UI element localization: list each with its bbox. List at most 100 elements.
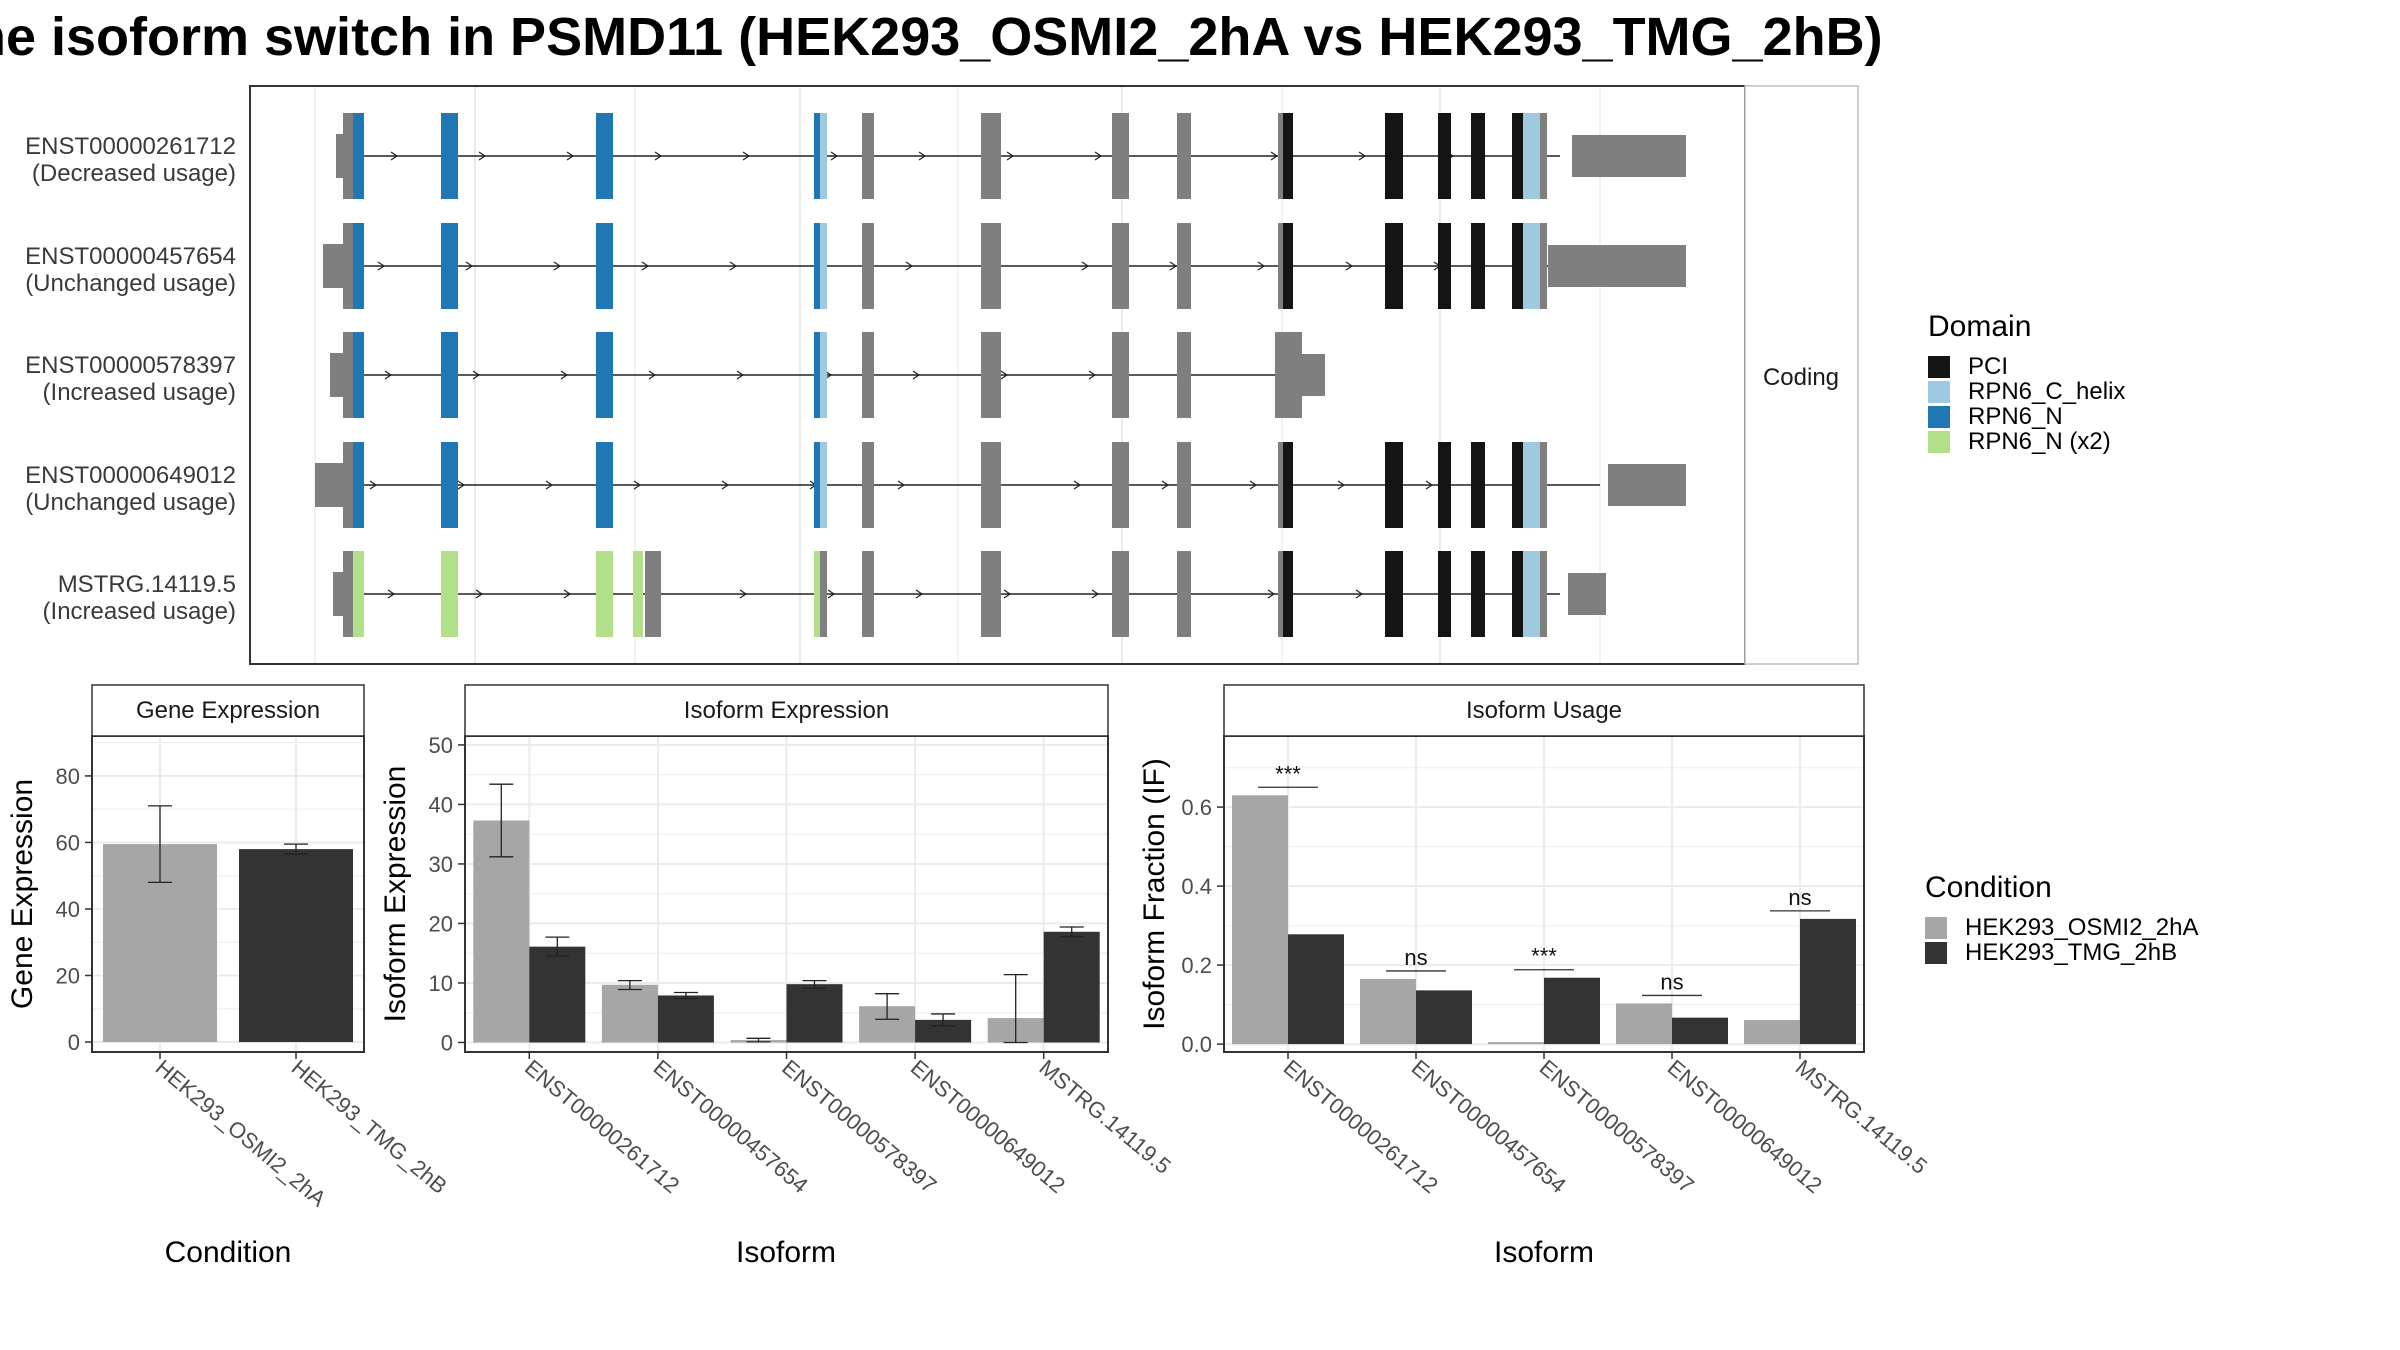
- bar: [601, 984, 658, 1043]
- exon-block: [1112, 332, 1129, 418]
- x-tick-label: MSTRG.14119.5: [1034, 1055, 1175, 1179]
- strand-arrow: [1425, 480, 1434, 490]
- strand-arrow: [390, 151, 399, 161]
- bar: [1800, 918, 1856, 1045]
- exon-block: [820, 551, 827, 637]
- exon-block: [1471, 551, 1485, 637]
- strand-arrow: [905, 261, 914, 271]
- exon-block: [1540, 223, 1547, 309]
- strand-arrow: [633, 480, 642, 490]
- strand-arrow: [457, 480, 466, 490]
- y-tick-label: 0.4: [1181, 874, 1212, 899]
- exon-block: [981, 551, 1001, 637]
- exon-block: [981, 223, 1001, 309]
- bar: [657, 995, 714, 1043]
- exon-block: [1177, 442, 1191, 528]
- y-tick-label: 40: [56, 897, 80, 922]
- significance-label: ns: [1660, 969, 1683, 994]
- legend-label: RPN6_N (x2): [1968, 428, 2111, 455]
- exon-block: [1112, 113, 1129, 199]
- strand-arrow: [475, 589, 484, 599]
- legend-key: [1928, 356, 1950, 378]
- transcript-id: ENST00000578397: [25, 352, 236, 379]
- exon-block: [1540, 113, 1547, 199]
- y-tick-label: 0.6: [1181, 795, 1212, 820]
- exon-block: [1523, 113, 1541, 199]
- transcript-usage: (Increased usage): [43, 379, 236, 406]
- exon-block: [1385, 442, 1403, 528]
- strand-arrow: [377, 261, 386, 271]
- strand-arrow: [1081, 261, 1090, 271]
- facet-label: Coding: [1763, 364, 1839, 391]
- exon-block: [1523, 551, 1541, 637]
- exon-block: [1540, 551, 1547, 637]
- exon-block: [820, 223, 827, 309]
- transcript-usage: (Unchanged usage): [25, 489, 236, 516]
- exon-block: [862, 332, 874, 418]
- y-tick-label: 80: [56, 764, 80, 789]
- exon-block: [441, 113, 458, 199]
- significance-label: ***: [1275, 761, 1301, 786]
- legend-key: [1925, 917, 1947, 939]
- x-axis-label: Isoform: [736, 1236, 836, 1269]
- strand-arrow: [1169, 261, 1178, 271]
- strand-arrow: [563, 589, 572, 599]
- strand-arrow: [721, 480, 730, 490]
- exon-block: [1438, 442, 1451, 528]
- strand-arrow: [641, 261, 650, 271]
- strand-arrow: [465, 261, 474, 271]
- exon-block: [1112, 223, 1129, 309]
- strand-arrow: [1073, 480, 1082, 490]
- utr5-block: [333, 572, 343, 616]
- significance-label: ns: [1788, 885, 1811, 910]
- exon-block: [1540, 442, 1547, 528]
- bar: [529, 946, 586, 1043]
- utr3-block: [1275, 332, 1302, 418]
- exon-block: [1112, 551, 1129, 637]
- x-axis-label: Condition: [165, 1236, 292, 1269]
- exon-block: [596, 332, 613, 418]
- transcript-label: ENST00000261712 (Decreased usage): [25, 133, 236, 187]
- chart-panel: 01020304050ENST00000261712ENST0000045765…: [379, 684, 1176, 1269]
- exon-block: [1512, 223, 1524, 309]
- y-tick-label: 0: [441, 1030, 453, 1055]
- transcript-track: [333, 551, 1606, 637]
- x-axis-label: Isoform: [1494, 1236, 1594, 1269]
- panel-title: Isoform Expression: [684, 697, 889, 724]
- utr5-block: [315, 463, 343, 507]
- utr3-block: [1300, 354, 1325, 396]
- y-tick-label: 0.0: [1181, 1032, 1212, 1057]
- condition-legend-title: Condition: [1925, 871, 2052, 904]
- strand-arrow: [553, 261, 562, 271]
- chart-panel: 0.00.20.40.6***ns ***nsnsENST00000261712E…: [1138, 684, 1932, 1269]
- exon-block: [353, 551, 364, 637]
- domain-legend-title: Domain: [1928, 310, 2031, 343]
- legend-key: [1928, 406, 1950, 428]
- exon-block: [353, 223, 364, 309]
- bar: [1360, 978, 1416, 1045]
- strand-arrow: [912, 370, 921, 380]
- exon-block: [596, 442, 613, 528]
- transcript-id: MSTRG.14119.5: [58, 571, 236, 598]
- exon-block: [1278, 442, 1285, 528]
- transcript-track: [336, 113, 1686, 199]
- strand-arrow: [478, 151, 487, 161]
- exon-block: [862, 223, 874, 309]
- transcript-usage: (Decreased usage): [32, 160, 236, 187]
- panel-strip: [91, 684, 365, 737]
- exon-block: [1512, 551, 1524, 637]
- exon-block: [645, 551, 661, 637]
- bar: [1488, 1042, 1544, 1045]
- strand-arrow: [1249, 480, 1258, 490]
- exon-block: [1512, 442, 1524, 528]
- bar: [1288, 934, 1344, 1045]
- strand-arrow: [1161, 480, 1170, 490]
- exon-block: [1177, 113, 1191, 199]
- transcript-track: [315, 442, 1686, 528]
- exon-block: [1283, 442, 1293, 528]
- exon-block: [1283, 551, 1293, 637]
- exon-block: [1177, 332, 1191, 418]
- strand-arrow: [1091, 589, 1100, 599]
